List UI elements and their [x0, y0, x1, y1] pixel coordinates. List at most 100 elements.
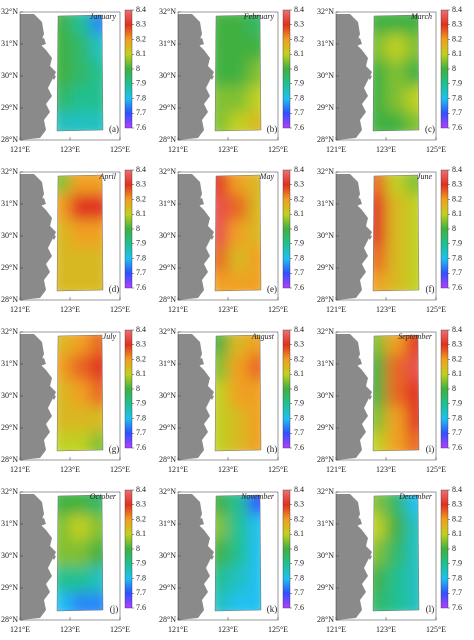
ph-cell — [228, 354, 249, 381]
lat-tick-label: 29°N — [317, 423, 334, 432]
lat-tick-label: 31°N — [1, 199, 18, 208]
region-outline — [372, 14, 420, 132]
ph-cell — [406, 335, 419, 355]
colorbar-tick-label: 7.7 — [452, 108, 462, 117]
colorbar-tick-label: 7.9 — [452, 399, 462, 408]
ph-cell — [373, 354, 387, 381]
ph-cell — [373, 592, 387, 611]
ph-cell — [215, 380, 229, 407]
lon-tick-label: 123°E — [60, 625, 80, 634]
colorbar-tick-label: 7.9 — [294, 239, 304, 248]
lat-tick-label: 31°N — [317, 39, 334, 48]
ph-cell — [373, 432, 387, 451]
ph-cell — [373, 514, 387, 541]
colorbar-tick-label: 8 — [294, 544, 298, 553]
lon-tick-label: 123°E — [60, 145, 80, 154]
ph-cell — [386, 112, 407, 131]
ph-cell — [373, 15, 387, 35]
lat-tick-label: 32°N — [159, 7, 176, 16]
ph-cell — [386, 272, 407, 291]
colorbar-tick-label: 8.4 — [294, 485, 304, 494]
ph-cell — [90, 220, 103, 247]
colorbar — [440, 329, 449, 449]
colorbar-tick-label: 8.2 — [136, 34, 146, 43]
ph-cell — [57, 592, 71, 611]
month-title: February — [243, 12, 275, 21]
lon-tick-label: 121°E — [168, 625, 188, 634]
colorbar-tick-label: 8.4 — [452, 165, 462, 174]
month-title: September — [398, 332, 433, 341]
ph-cell — [57, 246, 71, 273]
colorbar — [440, 9, 449, 129]
colorbar-tick-label: 7.9 — [452, 79, 462, 88]
ph-cell — [70, 34, 91, 61]
ph-cell — [386, 592, 407, 611]
ph-cell — [406, 354, 419, 381]
ph-cell — [406, 566, 419, 593]
ph-cell — [386, 194, 407, 221]
field — [57, 175, 103, 291]
ph-cell — [406, 380, 419, 407]
colorbar-tick-label: 7.9 — [294, 399, 304, 408]
colorbar — [282, 489, 291, 609]
ph-cell — [70, 112, 91, 131]
ph-cell — [228, 432, 249, 451]
colorbar-tick-label: 7.8 — [452, 253, 462, 262]
colorbar-tick-label: 8.4 — [452, 5, 462, 14]
colorbar-tick-label: 8.2 — [294, 354, 304, 363]
land — [178, 494, 214, 620]
colorbar-tick-label: 7.6 — [294, 283, 304, 292]
ph-cell — [70, 60, 91, 87]
colorbar-tick-label: 8.4 — [452, 485, 462, 494]
ph-cell — [70, 220, 91, 247]
month-title: April — [99, 172, 117, 181]
ph-cell — [373, 86, 387, 113]
ph-cell — [215, 272, 229, 291]
colorbar-tick-label: 8.1 — [294, 529, 304, 538]
ph-cell — [228, 60, 249, 87]
region-outline — [372, 174, 420, 292]
ph-cell — [215, 112, 229, 131]
month-title: October — [90, 492, 117, 501]
ph-cell — [57, 566, 71, 593]
ph-cell — [90, 34, 103, 61]
land — [20, 494, 56, 620]
ph-cell — [373, 335, 387, 355]
ph-cell — [406, 272, 419, 291]
lat-tick-label: 30°N — [159, 551, 176, 560]
field-cells — [57, 15, 103, 131]
colorbar-tick-label: 7.6 — [452, 603, 462, 612]
colorbar-tick-label: 8.1 — [136, 49, 146, 58]
ph-cell — [70, 86, 91, 113]
ph-cell — [406, 86, 419, 113]
lat-tick-label: 31°N — [159, 199, 176, 208]
ph-cell — [57, 220, 71, 247]
panel-label: (h) — [267, 444, 278, 454]
ph-cell — [90, 540, 103, 567]
ph-cell — [386, 495, 407, 515]
colorbar-tick-label: 8.1 — [136, 369, 146, 378]
ph-cell — [248, 495, 261, 515]
field — [215, 335, 261, 451]
colorbar — [124, 9, 133, 129]
ph-cell — [373, 220, 387, 247]
field-cells — [57, 335, 103, 451]
lon-tick-label: 121°E — [10, 145, 30, 154]
lon-tick-label: 123°E — [60, 305, 80, 314]
ph-cell — [386, 514, 407, 541]
field-cells — [373, 495, 419, 611]
colorbar-tick-label: 8.3 — [136, 340, 146, 349]
colorbar-tick-label: 7.7 — [294, 268, 304, 277]
ph-cell — [406, 60, 419, 87]
ph-cell — [70, 335, 91, 355]
lat-tick-label: 29°N — [317, 583, 334, 592]
ph-cell — [373, 406, 387, 433]
lat-tick-label: 31°N — [317, 199, 334, 208]
colorbar-tick-label: 8 — [452, 64, 456, 73]
colorbar-tick-label: 8.1 — [452, 49, 462, 58]
lon-tick-label: 125°E — [110, 145, 130, 154]
colorbar-tick-label: 8.4 — [136, 165, 146, 174]
